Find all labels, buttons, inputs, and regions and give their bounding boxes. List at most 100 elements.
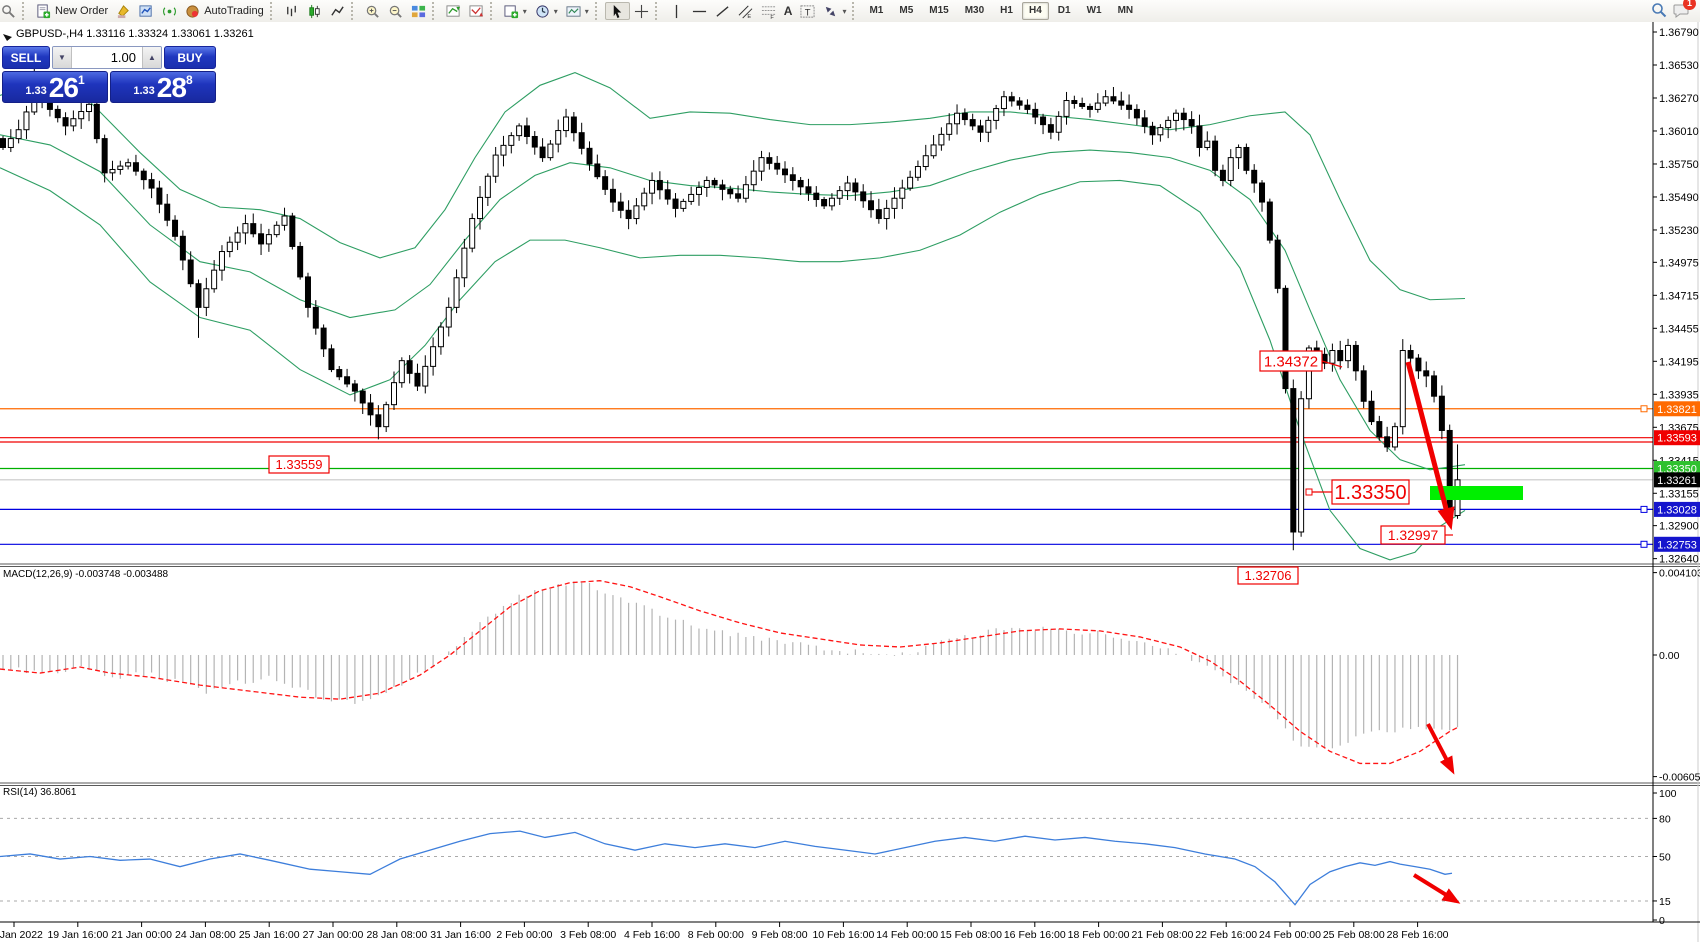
timeframe-M5[interactable]: M5 [899,5,914,16]
arrows-dropdown[interactable]: ▾ [819,2,850,20]
svg-text:1.34372: 1.34372 [1264,353,1318,370]
svg-text:4 Feb 16:00: 4 Feb 16:00 [624,929,680,941]
timeframe-M15[interactable]: M15 [929,5,949,16]
buy-price-big: 28 [156,72,187,103]
red-arrow-annotation[interactable] [1405,361,1455,531]
timeframe-MN[interactable]: MN [1117,5,1134,16]
svg-text:0: 0 [1659,915,1665,927]
new-order-button[interactable]: New Order [32,2,112,20]
search-icon[interactable] [1651,2,1667,21]
autotrading-label: AutoTrading [204,5,264,17]
profiles-clock-dropdown[interactable]: ▾ [531,2,562,20]
signals-icon[interactable] [158,2,181,20]
svg-text:1.36010: 1.36010 [1659,126,1699,138]
indicators-icon[interactable] [442,2,465,20]
one-click-trading-panel: SELL ▼ 1.00 ▲ BUY 1.33 26 1 1.33 28 8 [2,46,216,103]
toolbar-separator [431,2,440,20]
timeframe-H4[interactable]: H4 [1021,2,1049,20]
timeframe-M30[interactable]: M30 [964,5,985,16]
price-annotation-label[interactable] [1331,479,1410,505]
vertical-line-tool[interactable] [665,2,688,20]
rsi-pane [0,817,1653,906]
buy-button[interactable]: BUY [164,46,216,69]
svg-text:28 Feb 16:00: 28 Feb 16:00 [1387,929,1449,941]
toolbar-separator [594,2,603,20]
horizontal-line-tool[interactable] [688,2,711,20]
indicators-remove-icon[interactable] [465,2,488,20]
timeframe-D1[interactable]: D1 [1057,5,1071,16]
red-arrow-annotation[interactable] [1426,723,1455,775]
zoom-out-icon[interactable] [384,2,407,20]
chevron-down-icon: ▾ [584,6,589,16]
svg-text:1.36790: 1.36790 [1659,27,1699,39]
svg-text:1.33559: 1.33559 [276,457,323,472]
candles-layer [0,62,1461,551]
buy-price-prefix: 1.33 [133,85,155,97]
notification-badge: 1 [1683,0,1696,10]
svg-text:1.33935: 1.33935 [1659,389,1699,401]
chart-canvas[interactable]: 1.36790 1.36530 1.36270 1.36010 1.35750 1.354… [0,22,1700,942]
fibonacci-tool[interactable]: F [757,2,780,20]
svg-text:2 Feb 00:00: 2 Feb 00:00 [496,929,552,941]
volume-input[interactable]: 1.00 [110,50,136,65]
svg-text:1.32753: 1.32753 [1657,539,1697,551]
green-zone-rectangle[interactable] [1430,486,1523,500]
line-chart-icon[interactable] [326,2,349,20]
chevron-down-icon: ▾ [842,6,847,16]
text-tool[interactable]: A [783,4,793,18]
price-annotation-label[interactable] [1237,566,1299,585]
trendline-tool[interactable] [711,2,734,20]
svg-text:25 Feb 08:00: 25 Feb 08:00 [1323,929,1385,941]
new-chart-dropdown[interactable]: ▾ [500,2,531,20]
chart-annotations[interactable]: 1.34372 1.33559 1.33350 1.32997 1.32706 [268,350,1461,904]
tile-windows-icon[interactable] [407,2,430,20]
buy-price-display[interactable]: 1.33 28 8 [110,71,216,103]
svg-text:16 Feb 16:00: 16 Feb 16:00 [1004,929,1066,941]
svg-text:-0.006056: -0.006056 [1659,772,1700,784]
volume-increase-button[interactable]: ▲ [142,47,161,68]
svg-text:24 Feb 00:00: 24 Feb 00:00 [1259,929,1321,941]
crosshair-tool[interactable] [630,2,653,20]
search-left-icon[interactable] [0,2,20,20]
svg-text:1.34975: 1.34975 [1659,257,1699,269]
svg-text:1.33350: 1.33350 [1334,482,1406,504]
svg-text:24 Jan 08:00: 24 Jan 08:00 [175,929,236,941]
svg-text:80: 80 [1659,813,1671,825]
market-watch-icon[interactable] [135,2,158,20]
red-arrow-annotation[interactable] [1412,873,1461,904]
zoom-in-icon[interactable] [361,2,384,20]
price-annotation-label[interactable] [268,455,330,474]
timeframe-M1[interactable]: M1 [869,5,884,16]
svg-text:8 Feb 00:00: 8 Feb 00:00 [688,929,744,941]
svg-text:1.32997: 1.32997 [1388,527,1439,543]
svg-text:1.33821: 1.33821 [1657,404,1697,416]
timeframe-H1[interactable]: H1 [1000,5,1013,16]
price-annotation-label[interactable] [1259,350,1323,372]
sell-button[interactable]: SELL [2,46,50,69]
autotrading-button[interactable]: AutoTrading [181,2,268,20]
text-label-tool[interactable]: T [796,2,819,20]
volume-decrease-button[interactable]: ▼ [53,47,72,68]
svg-text:F: F [770,15,774,19]
svg-text:0.004103: 0.004103 [1659,568,1700,580]
notifications-icon[interactable]: 1 [1673,0,1696,21]
bar-chart-icon[interactable] [280,2,303,20]
svg-text:21 Jan 00:00: 21 Jan 00:00 [111,929,172,941]
sell-price-display[interactable]: 1.33 26 1 [2,71,108,103]
svg-text:3 Feb 08:00: 3 Feb 08:00 [560,929,616,941]
price-annotation-label[interactable] [1380,525,1446,545]
pane-separators[interactable] [0,563,1700,786]
equidistant-channel-tool[interactable]: E [734,2,757,20]
candlestick-chart-icon[interactable] [303,2,326,20]
chart-window[interactable]: 1.36790 1.36530 1.36270 1.36010 1.35750 1.354… [0,22,1700,942]
timeframe-W1[interactable]: W1 [1086,5,1102,16]
rsi-indicator-label: RSI(14) 36.8061 [3,787,77,798]
macd-pane [0,580,1459,765]
svg-text:1.34455: 1.34455 [1659,323,1699,335]
styles-icon[interactable] [112,2,135,20]
price-axis: 1.36790 1.36530 1.36270 1.36010 1.35750 1.354… [1652,22,1700,942]
svg-text:31 Jan 16:00: 31 Jan 16:00 [430,929,491,941]
templates-dropdown[interactable]: ▾ [562,2,593,20]
cursor-tool[interactable] [604,2,630,20]
svg-text:22 Feb 16:00: 22 Feb 16:00 [1195,929,1257,941]
